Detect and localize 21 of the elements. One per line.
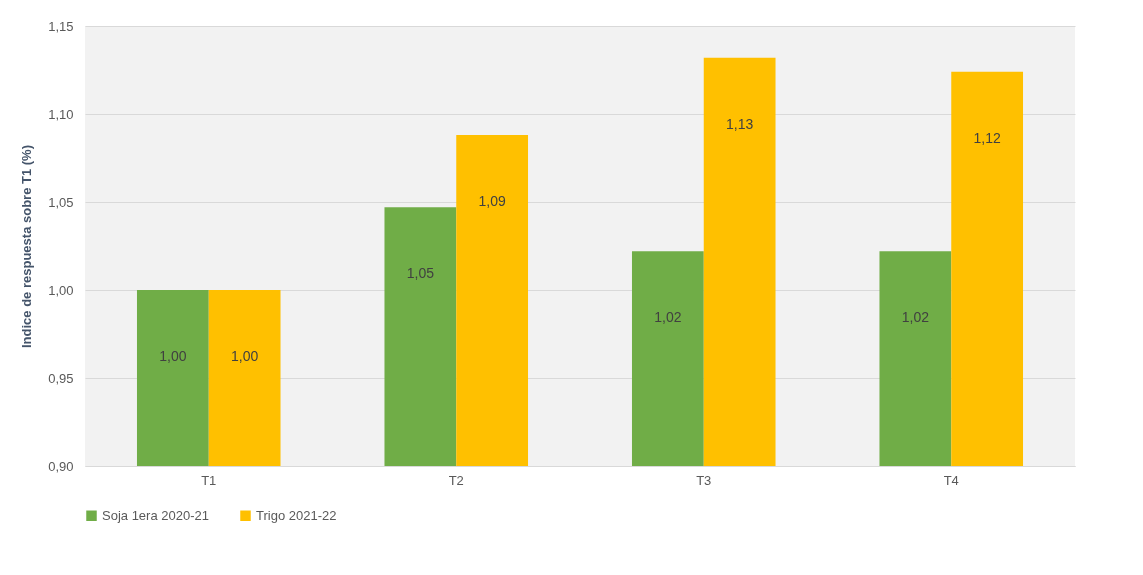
data-label: 1,09 <box>478 193 506 210</box>
legend-label: Trigo 2021-22 <box>256 507 337 523</box>
data-label: 1,13 <box>726 115 754 132</box>
data-label: 1,02 <box>654 309 682 326</box>
data-label: 1,12 <box>973 129 1001 146</box>
y-tick-label: 0,90 <box>48 458 74 474</box>
data-label: 1,05 <box>406 265 435 282</box>
legend-label: Soja 1era 2020-21 <box>102 507 209 523</box>
x-tick-label: T4 <box>943 472 959 488</box>
y-tick-label: 1,10 <box>48 106 74 122</box>
y-tick-label: 1,00 <box>48 282 74 298</box>
x-tick-label: T3 <box>696 472 712 488</box>
x-tick-label: T1 <box>201 472 217 488</box>
y-tick-label: 0,95 <box>48 370 74 386</box>
x-tick-label: T2 <box>448 472 464 488</box>
y-tick-label: 1,15 <box>48 18 74 34</box>
y-tick-label: 1,05 <box>48 194 74 210</box>
data-label: 1,00 <box>231 348 259 364</box>
y-axis-title: Indice de respuesta sobre T1 (%) <box>19 144 35 349</box>
data-label: 1,00 <box>159 348 187 364</box>
data-label: 1,02 <box>901 309 930 326</box>
